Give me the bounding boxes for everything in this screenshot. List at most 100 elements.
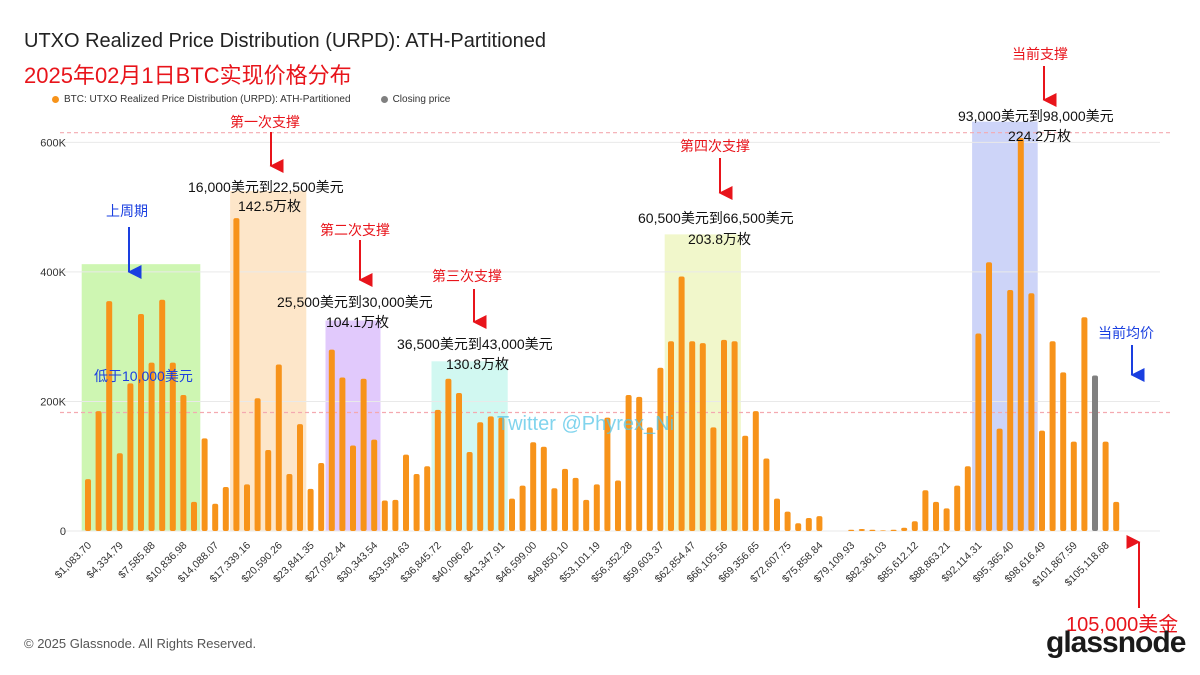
bar-90[interactable] (1039, 430, 1045, 531)
bar-8[interactable] (169, 362, 176, 531)
bar-62[interactable] (742, 435, 749, 531)
bar-43[interactable] (540, 446, 547, 531)
bar-54[interactable] (657, 367, 664, 531)
bar-51[interactable] (625, 394, 632, 531)
bar-92[interactable] (1060, 372, 1067, 531)
bar-84[interactable] (975, 333, 982, 531)
bar-34[interactable] (445, 378, 452, 531)
bar-49[interactable] (604, 417, 611, 531)
bar-20[interactable] (297, 424, 303, 531)
bar-6[interactable] (148, 362, 155, 531)
bar-31[interactable] (413, 474, 420, 531)
bar-61[interactable] (731, 341, 738, 531)
bar-64[interactable] (763, 458, 770, 531)
bar-16[interactable] (254, 398, 261, 531)
bar-28[interactable] (381, 500, 388, 531)
bar-1[interactable] (95, 411, 102, 531)
bar-19[interactable] (286, 474, 293, 531)
bar-26[interactable] (360, 378, 367, 531)
bar-88[interactable] (1017, 137, 1024, 531)
bar-69[interactable] (816, 516, 823, 531)
bar-97[interactable] (1113, 501, 1120, 531)
bar-66[interactable] (784, 511, 791, 531)
bar-4[interactable] (127, 383, 134, 531)
bar-89[interactable] (1028, 293, 1035, 531)
bar-30[interactable] (403, 454, 409, 531)
price-105k-label: 105,000美金 (1066, 614, 1179, 636)
bar-45[interactable] (562, 468, 568, 531)
bar-78[interactable] (911, 521, 918, 531)
bar-35[interactable] (456, 393, 462, 531)
bar-9[interactable] (180, 394, 187, 531)
bar-33[interactable] (434, 409, 441, 531)
bar-53[interactable] (646, 427, 653, 531)
legend-item-closing[interactable]: Closing price (380, 94, 450, 105)
bar-72[interactable] (848, 529, 855, 531)
legend-item-urpd[interactable]: BTC: UTXO Realized Price Distribution (U… (52, 94, 351, 105)
bar-40[interactable] (509, 498, 515, 531)
bar-59[interactable] (710, 427, 717, 531)
bar-38[interactable] (487, 416, 494, 531)
bar-82[interactable] (954, 485, 961, 531)
bar-57[interactable] (689, 341, 696, 531)
bar-29[interactable] (392, 499, 399, 531)
bar-24[interactable] (339, 377, 346, 531)
bar-86[interactable] (996, 428, 1003, 531)
bar-96[interactable] (1102, 441, 1109, 531)
bar-74[interactable] (869, 529, 876, 531)
bar-77[interactable] (901, 527, 908, 531)
bar-32[interactable] (424, 466, 431, 531)
bar-50[interactable] (615, 480, 621, 531)
bar-36[interactable] (466, 451, 473, 531)
bar-5[interactable] (138, 314, 144, 531)
bar-39[interactable] (498, 417, 505, 531)
bar-15[interactable] (244, 484, 250, 531)
bar-75[interactable] (880, 530, 886, 531)
bar-25[interactable] (350, 445, 356, 531)
bar-0[interactable] (85, 479, 91, 531)
bar-83[interactable] (964, 466, 971, 531)
bar-7[interactable] (159, 299, 166, 531)
bar-68[interactable] (805, 518, 812, 531)
bar-80[interactable] (933, 501, 939, 531)
bar-56[interactable] (678, 276, 685, 531)
bar-52[interactable] (636, 396, 643, 531)
bar-93[interactable] (1070, 441, 1077, 531)
bar-23[interactable] (328, 349, 335, 531)
bar-73[interactable] (858, 529, 865, 531)
bar-85[interactable] (986, 262, 992, 531)
bar-2[interactable] (106, 301, 113, 531)
bar-79[interactable] (922, 490, 929, 531)
bar-11[interactable] (201, 438, 208, 531)
bar-55[interactable] (668, 341, 674, 531)
bar-81[interactable] (943, 508, 950, 531)
bar-17[interactable] (265, 450, 272, 531)
bar-21[interactable] (307, 488, 314, 531)
bar-13[interactable] (222, 486, 229, 531)
bar-60[interactable] (721, 339, 727, 531)
bar-12[interactable] (212, 503, 219, 531)
bar-44[interactable] (551, 488, 558, 531)
bar-87[interactable] (1007, 290, 1014, 531)
bar-58[interactable] (699, 343, 706, 531)
bar-42[interactable] (530, 442, 537, 531)
bar-63[interactable] (752, 411, 759, 531)
bar-41[interactable] (519, 485, 526, 531)
bar-76[interactable] (890, 529, 897, 531)
bar-18[interactable] (275, 364, 282, 531)
bar-48[interactable] (593, 484, 600, 531)
bar-27[interactable] (371, 439, 378, 531)
bar-14[interactable] (233, 218, 240, 531)
y-tick-label: 600K (40, 137, 66, 149)
bar-22[interactable] (318, 462, 325, 531)
bar-10[interactable] (191, 501, 197, 531)
bar-37[interactable] (477, 422, 484, 531)
bar-91[interactable] (1049, 341, 1056, 531)
bar-3[interactable] (116, 453, 123, 531)
bar-65[interactable] (774, 498, 780, 531)
bar-47[interactable] (583, 499, 590, 531)
bar-67[interactable] (795, 523, 802, 531)
bar-94[interactable] (1081, 317, 1088, 531)
closing-price-bar[interactable] (1092, 375, 1098, 531)
bar-46[interactable] (572, 477, 579, 531)
